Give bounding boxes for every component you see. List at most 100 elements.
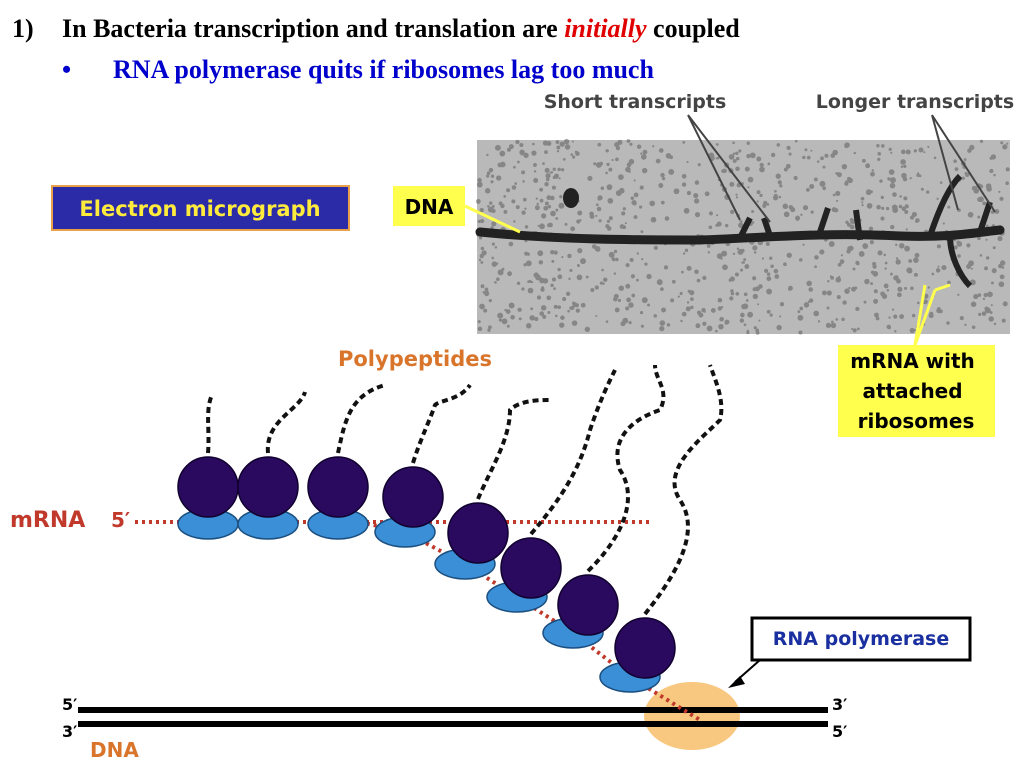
speck: [619, 224, 625, 229]
speck: [773, 268, 779, 274]
large-subunit: [500, 537, 562, 599]
speck: [836, 172, 842, 178]
pointer-lines: [687, 114, 996, 223]
speck: [844, 144, 849, 149]
speck: [488, 298, 492, 303]
speck: [608, 167, 613, 172]
speck: [542, 162, 545, 165]
speck: [539, 198, 544, 203]
speck: [749, 152, 756, 159]
heading-emphasis: initially: [564, 14, 647, 43]
speck: [846, 249, 851, 254]
speck: [562, 157, 566, 161]
speck: [771, 152, 776, 158]
speck: [1002, 144, 1008, 150]
speck: [612, 258, 616, 262]
speck: [769, 256, 773, 260]
speck: [559, 195, 563, 199]
speck: [544, 167, 550, 173]
speck: [595, 214, 598, 217]
speck: [488, 325, 492, 330]
line: mRNA with: [850, 349, 975, 373]
speck: [490, 180, 494, 184]
speck: [587, 175, 593, 181]
speck: [766, 276, 772, 282]
speck: [994, 209, 1000, 214]
speck: [487, 204, 490, 208]
polypeptide: [336, 383, 386, 454]
speck: [658, 183, 664, 188]
speck: [571, 140, 574, 143]
speck: [757, 303, 760, 306]
speck: [825, 322, 832, 328]
speck: [625, 306, 630, 311]
speck: [879, 179, 883, 183]
speck: [506, 324, 510, 328]
speck: [887, 177, 891, 181]
speck: [598, 219, 602, 223]
speck: [900, 149, 906, 155]
speck: [861, 201, 864, 204]
speck: [539, 311, 545, 316]
speck: [797, 314, 804, 321]
speck: [551, 277, 557, 282]
speck: [716, 221, 722, 227]
speck: [894, 330, 897, 333]
speck: [855, 306, 860, 311]
speck: [899, 314, 905, 319]
speck: [876, 144, 880, 148]
speck: [475, 199, 481, 204]
speck: [776, 324, 782, 331]
speck: [497, 269, 504, 276]
speck: [533, 162, 537, 167]
speck: [884, 261, 888, 265]
speck: [715, 329, 718, 333]
speck: [983, 292, 988, 298]
speck: [861, 204, 864, 207]
speck: [786, 145, 791, 150]
bullet-marker: •: [62, 55, 71, 84]
speck: [500, 203, 505, 209]
speck: [476, 181, 483, 188]
speck: [607, 197, 614, 204]
speck: [758, 319, 761, 322]
speck: [979, 139, 984, 143]
speck: [830, 322, 837, 329]
speck: [544, 150, 548, 155]
speck: [539, 277, 545, 284]
speck: [649, 200, 656, 207]
speck: [486, 174, 490, 178]
speck: [798, 258, 803, 262]
speck: [929, 311, 934, 316]
speck: [501, 318, 508, 325]
ribosomes: [177, 364, 724, 693]
speck: [605, 320, 609, 323]
speck: [747, 311, 754, 318]
speck: [738, 149, 742, 153]
speck: [708, 225, 713, 230]
speck: [901, 206, 907, 212]
speck: [721, 250, 728, 257]
speck: [752, 293, 758, 300]
speck: [851, 327, 854, 330]
speck: [685, 306, 691, 312]
speck: [909, 177, 912, 180]
speck: [992, 246, 996, 250]
speck: [759, 166, 765, 173]
speck: [998, 190, 1001, 193]
speck: [491, 221, 497, 227]
speck: [684, 248, 689, 253]
speck: [497, 162, 503, 168]
speck: [577, 210, 583, 216]
speck: [742, 303, 749, 310]
speck: [799, 306, 804, 311]
speck: [977, 236, 981, 241]
speck: [901, 172, 907, 179]
speck: [875, 316, 880, 321]
speck: [767, 162, 771, 166]
speck: [611, 158, 614, 162]
label-longer-transcripts: Longer transcripts: [816, 91, 1014, 113]
speck: [722, 168, 727, 174]
speck: [551, 185, 556, 190]
